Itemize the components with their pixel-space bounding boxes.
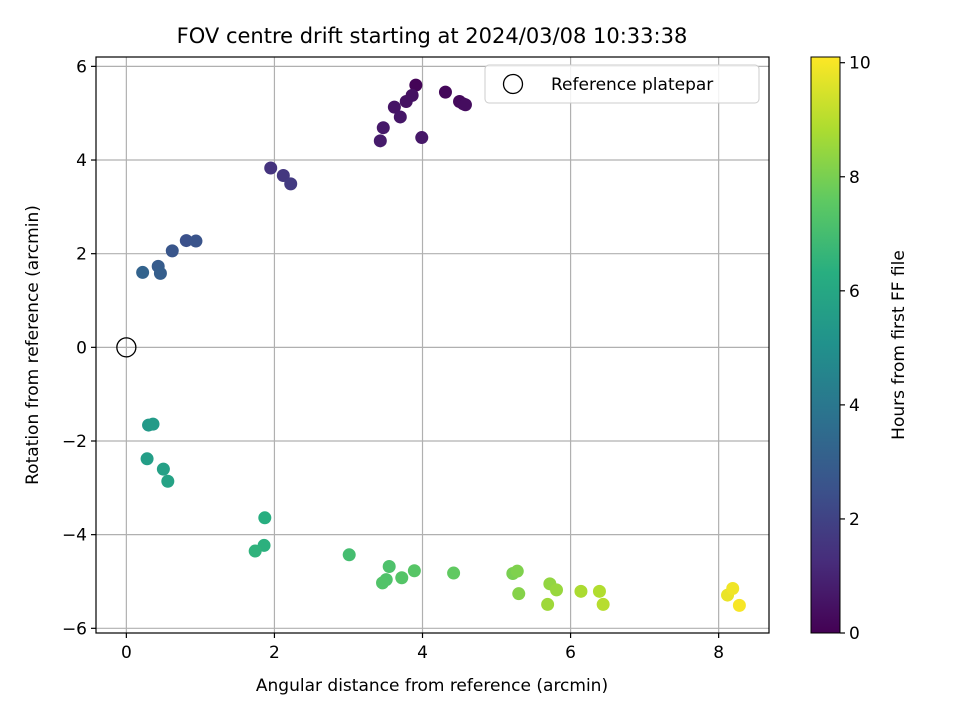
data-point bbox=[438, 85, 452, 99]
data-point bbox=[399, 94, 413, 108]
x-tick-label: 6 bbox=[565, 643, 576, 663]
data-point bbox=[179, 234, 193, 248]
y-tick-label: −6 bbox=[62, 619, 87, 639]
data-point bbox=[140, 452, 154, 466]
x-axis-label: Angular distance from reference (arcmin) bbox=[256, 676, 608, 696]
data-point bbox=[395, 571, 409, 585]
data-point bbox=[550, 583, 564, 597]
data-point bbox=[510, 564, 524, 578]
legend-box bbox=[484, 64, 760, 104]
legend: Reference platepar bbox=[484, 64, 760, 104]
colorbar-tick-label: 2 bbox=[849, 510, 860, 530]
x-tick-label: 2 bbox=[269, 643, 280, 663]
data-point bbox=[146, 417, 160, 431]
data-point bbox=[136, 265, 150, 279]
data-point bbox=[258, 511, 272, 525]
data-points bbox=[136, 78, 746, 612]
data-point bbox=[541, 597, 555, 611]
y-axis-ticks: −6 −4 −2 0 2 4 6 bbox=[62, 57, 96, 639]
colorbar: 0 2 4 6 8 10 Hours from first FF file bbox=[810, 54, 909, 644]
colorbar-tick-label: 8 bbox=[849, 168, 860, 188]
colorbar-tick-label: 10 bbox=[849, 54, 871, 74]
data-point bbox=[592, 584, 606, 598]
data-point bbox=[373, 134, 387, 148]
data-point bbox=[407, 564, 421, 578]
data-point bbox=[284, 177, 298, 191]
y-tick-label: 6 bbox=[76, 57, 87, 77]
data-point bbox=[264, 161, 278, 175]
x-axis-ticks: 0 2 4 6 8 bbox=[121, 633, 724, 663]
data-point bbox=[726, 582, 740, 596]
x-tick-label: 8 bbox=[713, 643, 724, 663]
y-tick-label: 0 bbox=[76, 338, 87, 358]
y-tick-label: −2 bbox=[62, 432, 87, 452]
x-tick-label: 0 bbox=[121, 643, 132, 663]
data-point bbox=[393, 110, 407, 124]
chart-title: FOV centre drift starting at 2024/03/08 … bbox=[177, 24, 688, 48]
data-point bbox=[153, 266, 167, 280]
data-point bbox=[165, 244, 179, 258]
y-axis-label: Rotation from reference (arcmin) bbox=[23, 205, 43, 485]
data-point bbox=[382, 560, 396, 574]
data-point bbox=[409, 78, 423, 92]
reference-platepar-point bbox=[116, 337, 137, 358]
data-point bbox=[447, 566, 461, 580]
colorbar-gradient bbox=[810, 56, 841, 634]
data-point bbox=[376, 121, 390, 135]
x-tick-label: 4 bbox=[417, 643, 428, 663]
data-point bbox=[387, 100, 401, 114]
reference-marker bbox=[116, 337, 137, 358]
data-point bbox=[189, 234, 203, 248]
plot-frame bbox=[95, 56, 770, 634]
grid-lines bbox=[96, 57, 769, 633]
y-tick-label: −4 bbox=[62, 526, 87, 546]
colorbar-tick-label: 0 bbox=[849, 624, 860, 644]
legend-label: Reference platepar bbox=[551, 75, 713, 95]
y-tick-label: 4 bbox=[76, 151, 87, 171]
data-point bbox=[732, 598, 746, 612]
data-point bbox=[156, 462, 170, 476]
data-point bbox=[248, 544, 262, 558]
data-point bbox=[276, 168, 290, 182]
legend-marker-icon bbox=[502, 73, 524, 95]
data-point bbox=[342, 548, 356, 562]
data-point bbox=[512, 587, 526, 601]
colorbar-tick-label: 6 bbox=[849, 282, 860, 302]
colorbar-ticks: 0 2 4 6 8 10 bbox=[840, 54, 871, 644]
colorbar-tick-label: 4 bbox=[849, 396, 860, 416]
data-point bbox=[161, 474, 175, 488]
colorbar-label: Hours from first FF file bbox=[889, 250, 909, 440]
data-point bbox=[596, 597, 610, 611]
data-point bbox=[376, 576, 390, 590]
data-point bbox=[458, 98, 472, 112]
y-tick-label: 2 bbox=[76, 245, 87, 265]
data-point bbox=[574, 584, 588, 598]
data-point bbox=[415, 131, 429, 145]
